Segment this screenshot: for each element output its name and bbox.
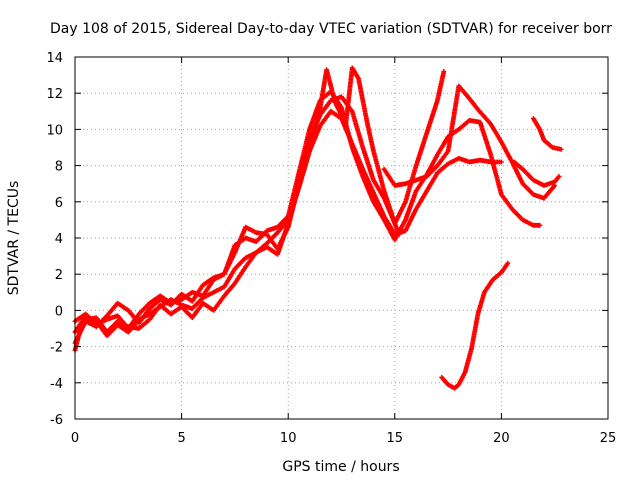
series-5 [381, 83, 558, 201]
series-6 [511, 159, 562, 188]
y-tick-label: 10 [46, 123, 63, 138]
series-markers [439, 260, 511, 391]
x-tick-label: 20 [493, 431, 510, 446]
y-tick-label: 8 [55, 160, 63, 175]
y-axis-title: SDTVAR / TECUs [6, 181, 22, 296]
series-markers [531, 116, 564, 152]
x-tick-label: 15 [387, 431, 404, 446]
series-markers [511, 159, 562, 188]
x-axis-title: GPS time / hours [282, 459, 399, 475]
y-tick-label: 14 [46, 51, 63, 66]
series-4 [72, 94, 402, 331]
x-tick-label: 10 [280, 431, 297, 446]
x-tick-label: 25 [600, 431, 617, 446]
axis-ticks: 0 5 10 15 20 25 -6 -4 -2 0 2 4 6 8 10 12 14 [46, 51, 616, 446]
series-8 [439, 260, 511, 391]
y-tick-label: 12 [46, 87, 63, 102]
series-7 [531, 116, 564, 152]
y-tick-label: -6 [50, 413, 63, 428]
chart-title: Day 108 of 2015, Sidereal Day-to-day VTE… [50, 21, 612, 37]
x-tick-label: 5 [177, 431, 185, 446]
y-tick-label: -4 [50, 377, 63, 392]
y-tick-label: 2 [55, 268, 63, 283]
y-tick-label: -2 [50, 341, 63, 356]
y-tick-label: 6 [55, 196, 63, 211]
y-tick-label: 4 [55, 232, 63, 247]
y-tick-label: 0 [55, 304, 63, 319]
x-tick-label: 0 [71, 431, 79, 446]
series-markers [381, 83, 558, 201]
series-markers [72, 94, 402, 331]
data-series [72, 65, 564, 391]
